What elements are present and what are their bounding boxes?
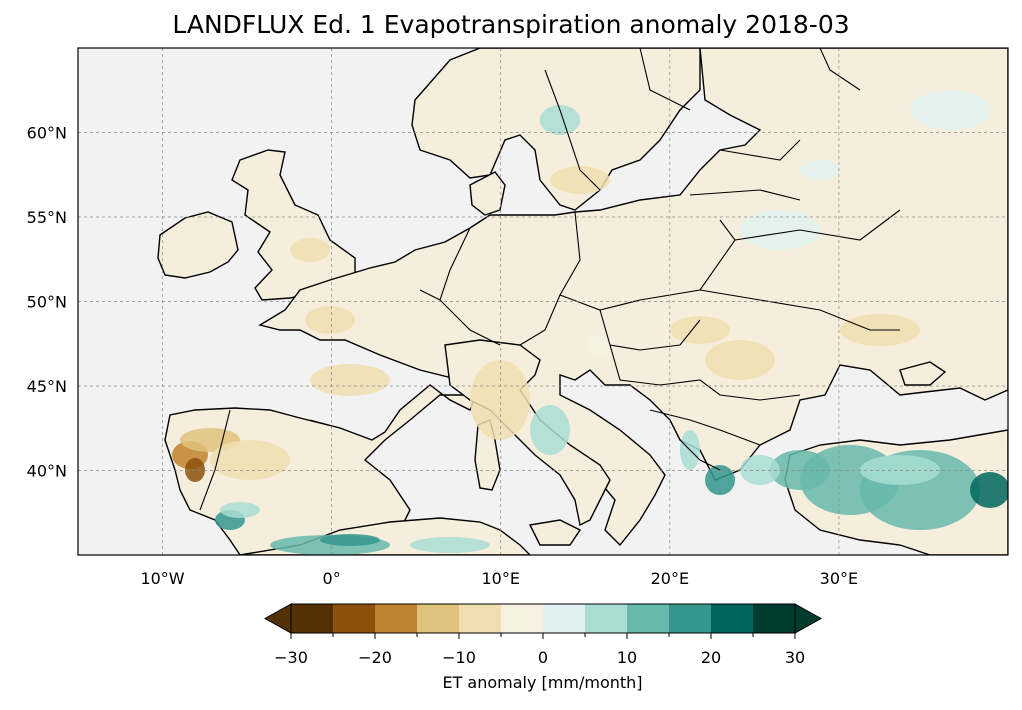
anomaly-patch — [210, 440, 290, 480]
colorbar-label: ET anomaly [mm/month] — [442, 673, 643, 692]
anomaly-patch — [670, 316, 730, 344]
anomaly-patch — [310, 364, 390, 396]
colorbar-tick-label: −30 — [274, 648, 308, 667]
lat-tick-label: 50°N — [27, 293, 67, 312]
anomaly-patch — [530, 405, 570, 455]
colorbar-segment — [753, 604, 796, 633]
lon-tick-label: 10°W — [140, 569, 184, 588]
colorbar-segment — [417, 604, 460, 633]
lat-tick-label: 60°N — [27, 124, 67, 143]
land-crimea — [899, 361, 947, 386]
map-title: LANDFLUX Ed. 1 Evapotranspiration anomal… — [172, 10, 850, 39]
anomaly-patches — [172, 90, 1008, 555]
colorbar-segment — [711, 604, 754, 633]
lon-tick-label: 0° — [323, 569, 341, 588]
anomaly-patch — [220, 502, 260, 518]
colorbar-extend-min — [263, 603, 292, 634]
anomaly-patch — [860, 455, 940, 485]
land-denmark — [469, 171, 506, 216]
map-gridlines — [78, 48, 1008, 555]
colorbar-segment — [627, 604, 670, 633]
colorbar-tick-label: 30 — [785, 648, 805, 667]
lat-tick-label: 55°N — [27, 208, 67, 227]
colorbar-extend-max — [794, 603, 823, 634]
land-mainland-europe — [164, 48, 1008, 555]
land-sicily — [528, 519, 582, 546]
colorbar-tick-label: −20 — [358, 648, 392, 667]
colorbar-segment — [585, 604, 628, 633]
colorbar-segment — [669, 604, 712, 633]
anomaly-patch — [740, 210, 820, 250]
anomaly-patch — [540, 105, 580, 135]
anomaly-patch — [305, 306, 355, 334]
lon-tick-label: 20°E — [651, 569, 689, 588]
map-axes — [78, 48, 1008, 555]
lat-tick-label: 40°N — [27, 462, 67, 481]
anomaly-patch — [410, 537, 490, 553]
colorbar-tick-label: 0 — [538, 648, 548, 667]
country-borders — [199, 48, 901, 511]
colorbar-segment — [543, 604, 586, 633]
colorbar-tick-label: 20 — [701, 648, 721, 667]
colorbar-segment — [375, 604, 418, 633]
colorbar-segment — [333, 604, 376, 633]
lon-tick-label: 10°E — [481, 569, 519, 588]
anomaly-patch — [705, 340, 775, 380]
anomaly-patch — [470, 360, 530, 440]
anomaly-patch — [800, 160, 840, 180]
land-ireland — [157, 211, 239, 279]
colorbar-tick-label: 10 — [617, 648, 637, 667]
anomaly-patch — [550, 166, 610, 194]
colorbar-segment — [459, 604, 502, 633]
colorbar-segment — [291, 604, 334, 633]
colorbar: −30 −20 −10 0 10 20 30 — [263, 603, 823, 667]
anomaly-patch — [740, 455, 780, 485]
lon-tick-label: 30°E — [820, 569, 858, 588]
map-frame — [77, 47, 1009, 556]
lat-tick-label: 45°N — [27, 377, 67, 396]
anomaly-patch — [910, 90, 990, 130]
anomaly-patch — [290, 238, 330, 262]
longitude-ticks: 10°W 0° 10°E 20°E 30°E — [140, 569, 858, 588]
colorbar-tick-label: −10 — [442, 648, 476, 667]
anomaly-patch — [185, 458, 205, 482]
anomaly-patch — [970, 472, 1008, 508]
latitude-ticks: 60°N 55°N 50°N 45°N 40°N — [27, 124, 67, 481]
colorbar-segment — [501, 604, 544, 633]
anomaly-patch — [705, 465, 735, 495]
anomaly-patch — [320, 534, 380, 546]
anomaly-patch — [585, 335, 615, 355]
